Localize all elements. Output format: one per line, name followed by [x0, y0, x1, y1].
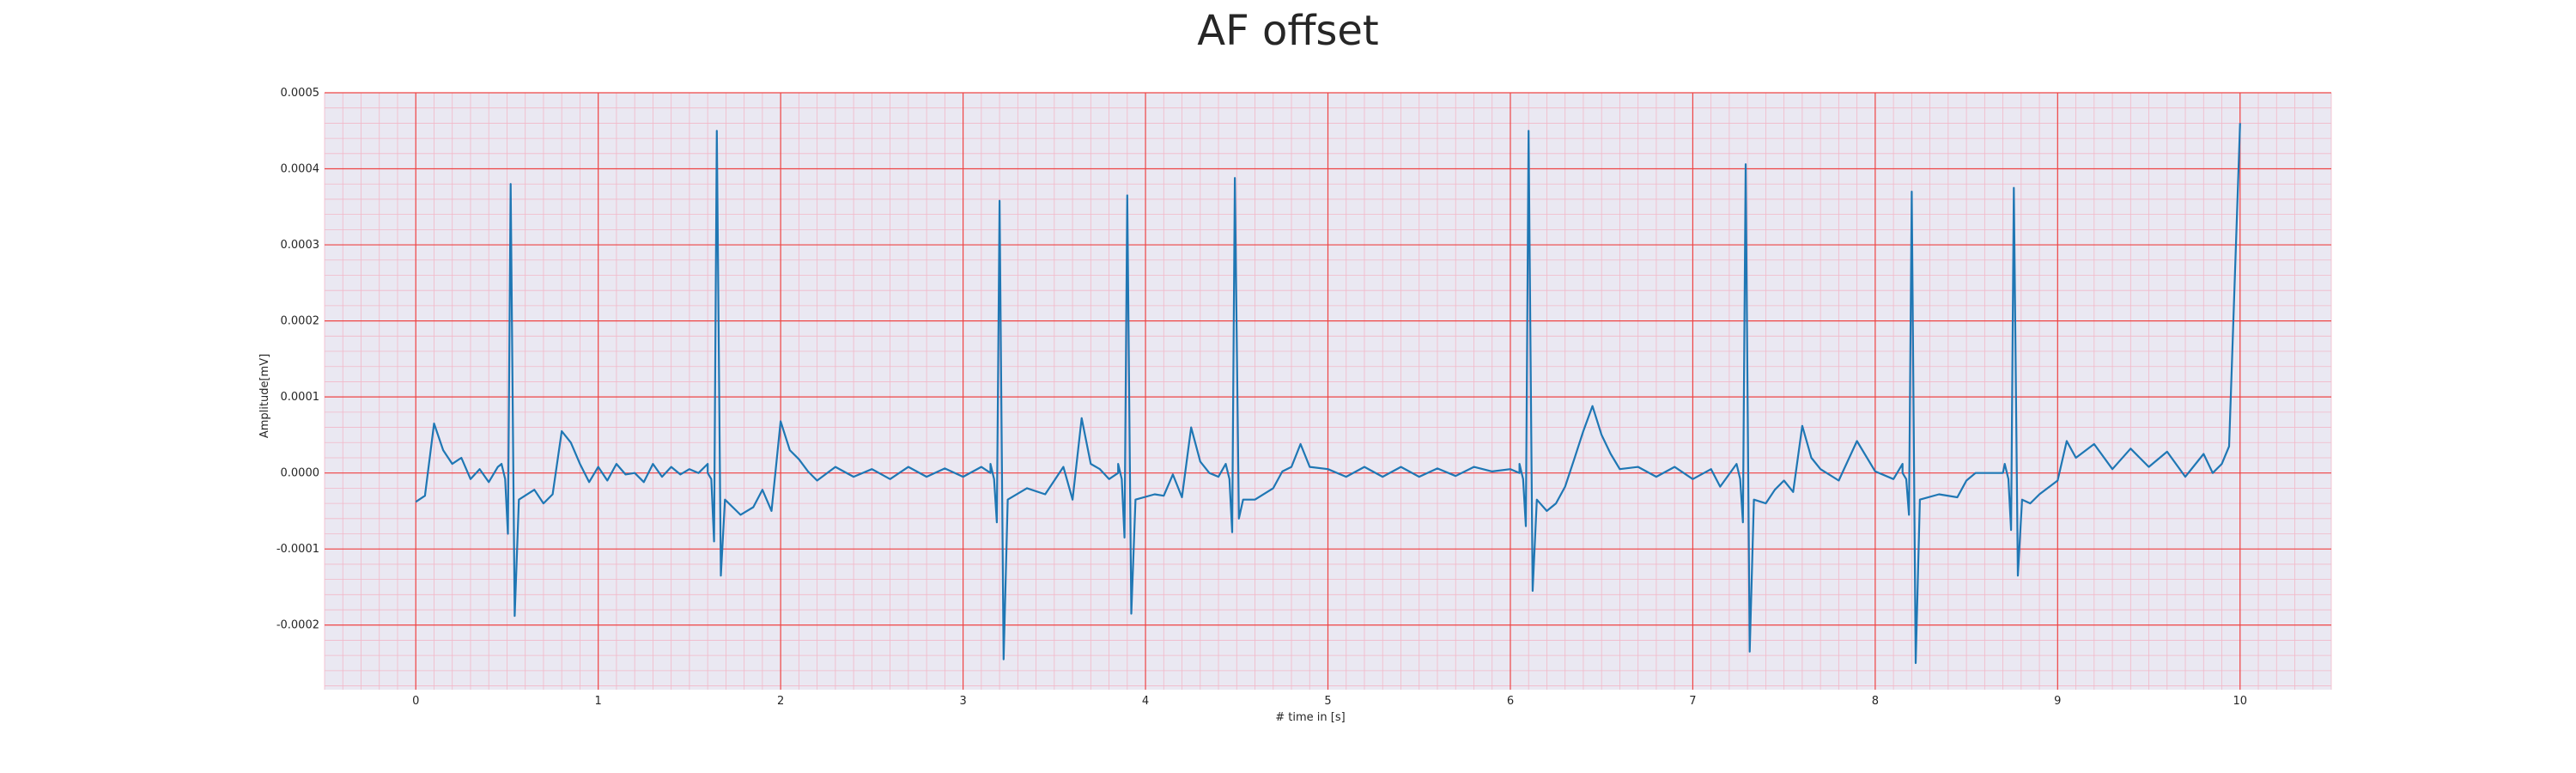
x-tick-label: 8: [1872, 695, 1879, 708]
y-tick-labels: -0.0002 -0.0001 0.0000 0.0001 0.0002 0.0003 0.…: [276, 87, 319, 632]
major-grid: [325, 92, 2331, 690]
series-layer: [415, 123, 2241, 665]
x-tick-label: 3: [959, 695, 966, 708]
x-tick-label: 7: [1689, 695, 1696, 708]
x-tick-label: 0: [412, 695, 419, 708]
x-tick-label: 2: [777, 695, 784, 708]
y-tick-label: 0.0003: [281, 239, 320, 252]
x-axis-label: # time in [s]: [1275, 711, 1345, 724]
y-tick-label: 0.0004: [281, 163, 320, 176]
x-tick-label: 5: [1324, 695, 1331, 708]
y-tick-label: -0.0002: [276, 619, 319, 632]
x-tick-label: 10: [2233, 695, 2247, 708]
x-tick-labels: 0 1 2 3 4 5 6 7 8 9 10: [412, 695, 2247, 708]
chart-title: AF offset: [1197, 7, 1379, 55]
x-tick-label: 4: [1142, 695, 1149, 708]
ecg-signal-line: [415, 123, 2241, 665]
x-tick-label: 1: [595, 695, 602, 708]
y-tick-label: 0.0001: [281, 391, 320, 404]
y-axis-label: Amplitude[mV]: [258, 354, 271, 438]
y-tick-label: 0.0005: [281, 87, 320, 100]
x-tick-label: 6: [1507, 695, 1514, 708]
y-tick-label: 0.0002: [281, 315, 320, 328]
y-tick-label: -0.0001: [276, 543, 319, 556]
x-tick-label: 9: [2054, 695, 2061, 708]
y-tick-label: 0.0000: [281, 467, 320, 480]
